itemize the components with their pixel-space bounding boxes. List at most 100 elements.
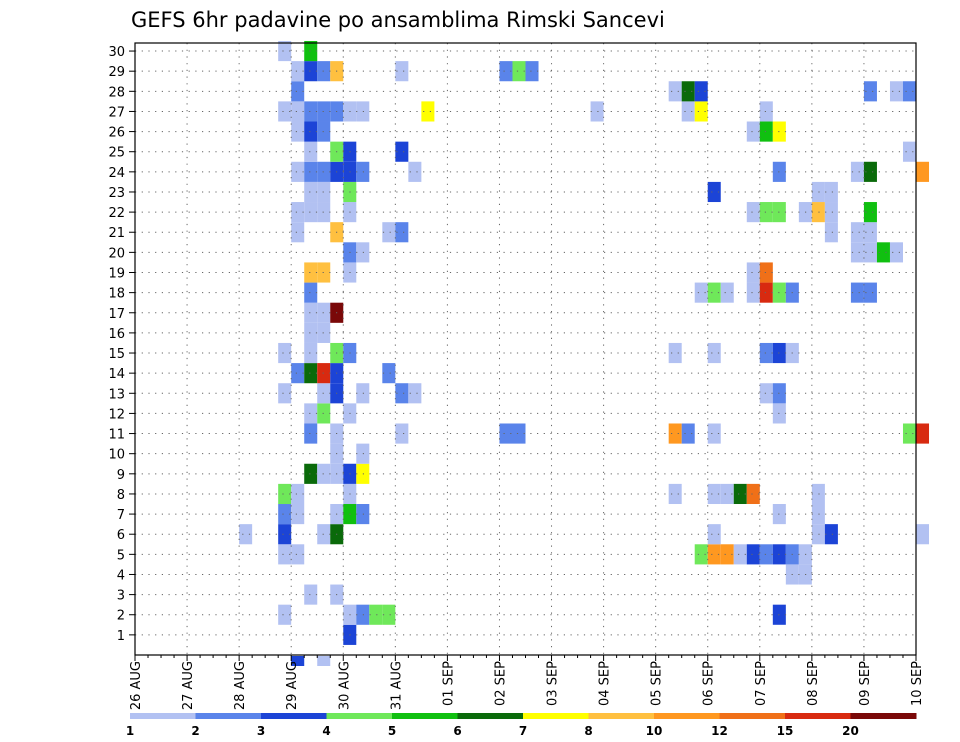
heatmap-cell bbox=[759, 544, 773, 565]
heatmap-cell bbox=[304, 161, 318, 182]
heatmap-cell bbox=[291, 61, 305, 82]
heatmap-cell bbox=[304, 202, 318, 223]
y-tick-label: 30 bbox=[108, 45, 125, 60]
y-tick-label: 26 bbox=[108, 126, 125, 141]
x-tick-label: 07 SEP bbox=[754, 661, 769, 706]
heatmap-cell bbox=[304, 40, 318, 62]
heatmap-cell bbox=[668, 483, 682, 505]
colorbar-swatch bbox=[130, 713, 196, 719]
heatmap-cell bbox=[759, 101, 773, 122]
colorbar-swatch bbox=[392, 713, 458, 719]
y-tick-label: 17 bbox=[108, 307, 125, 322]
heatmap-cell bbox=[356, 443, 370, 464]
heatmap-cell bbox=[291, 656, 305, 666]
x-tick-label: 30 AUG bbox=[337, 661, 352, 710]
x-tick-label: 03 SEP bbox=[546, 661, 561, 706]
heatmap-cell bbox=[408, 161, 422, 182]
colorbar-legend: 1 2 3 4 5 6 7 8 10 12 15 20 bbox=[126, 713, 917, 738]
heatmap-cell bbox=[278, 383, 292, 404]
colorbar-label: 4 bbox=[322, 724, 330, 738]
heatmap-cell bbox=[304, 282, 318, 303]
heatmap-cell bbox=[382, 604, 396, 625]
x-tick-label: 26 AUG bbox=[129, 661, 144, 710]
heatmap-cell bbox=[304, 463, 318, 484]
heatmap-cell bbox=[824, 202, 838, 223]
heatmap-cell bbox=[291, 121, 305, 142]
heatmap-cell bbox=[304, 101, 318, 122]
y-tick-label: 15 bbox=[108, 347, 125, 362]
heatmap-cell bbox=[304, 322, 318, 343]
heatmap-cell bbox=[916, 423, 930, 444]
colorbar-label: 5 bbox=[388, 724, 396, 738]
heatmap-cell bbox=[707, 423, 721, 444]
heatmap-cell bbox=[811, 181, 825, 203]
heatmap-cell bbox=[356, 101, 370, 122]
heatmap-cell bbox=[278, 101, 292, 122]
heatmap-cell bbox=[278, 524, 292, 545]
heatmap-cell bbox=[759, 202, 773, 223]
y-tick-label: 13 bbox=[108, 387, 125, 402]
heatmap-cell bbox=[395, 61, 409, 82]
y-tick-label: 25 bbox=[108, 146, 125, 161]
heatmap-cell bbox=[824, 181, 838, 203]
y-tick-label: 24 bbox=[108, 166, 125, 181]
heatmap-cell bbox=[759, 121, 773, 142]
heatmap-cell bbox=[863, 222, 877, 243]
x-tick-label: 05 SEP bbox=[650, 661, 665, 706]
heatmap-cell bbox=[746, 483, 760, 505]
heatmap-cell bbox=[356, 463, 370, 484]
colorbar-label: 1 bbox=[126, 724, 134, 738]
y-tick-label: 8 bbox=[117, 488, 125, 503]
heatmap-cell bbox=[707, 181, 721, 203]
heatmap-cell bbox=[395, 423, 409, 444]
heatmap-cell bbox=[811, 504, 825, 525]
heatmap-cell bbox=[746, 202, 760, 223]
heatmap-cell bbox=[707, 342, 721, 364]
y-tick-label: 4 bbox=[117, 568, 125, 583]
heatmap-cell bbox=[811, 524, 825, 545]
y-tick-label: 5 bbox=[117, 548, 125, 563]
heatmap-cell bbox=[863, 282, 877, 303]
heatmap-cell bbox=[902, 141, 916, 162]
colorbar-label: 6 bbox=[453, 724, 461, 738]
heatmap-cell bbox=[291, 222, 305, 243]
y-tick-label: 2 bbox=[117, 609, 125, 624]
colorbar-swatch bbox=[195, 713, 262, 719]
x-tick-label: 02 SEP bbox=[493, 661, 508, 706]
heatmap-cell bbox=[720, 544, 734, 565]
y-axis: 1234567891011121314151617181920212223242… bbox=[108, 45, 135, 644]
y-tick-label: 22 bbox=[108, 206, 125, 221]
x-tick-label: 28 AUG bbox=[233, 661, 248, 710]
heatmap-cell bbox=[850, 282, 864, 303]
heatmap-cell bbox=[317, 656, 331, 666]
colorbar-swatch bbox=[261, 713, 327, 719]
colorbar-swatch bbox=[588, 713, 655, 719]
heatmap-cell bbox=[304, 363, 318, 384]
heatmap-cell bbox=[356, 242, 370, 263]
heatmap-cell bbox=[499, 61, 513, 82]
colorbar-swatch bbox=[523, 713, 589, 719]
heatmap-cell bbox=[382, 222, 396, 243]
x-tick-label: 31 AUG bbox=[389, 661, 404, 710]
heatmap-cell bbox=[707, 483, 721, 505]
colorbar-label: 7 bbox=[519, 724, 527, 738]
heatmap-cell bbox=[681, 101, 695, 122]
colorbar-label: 12 bbox=[711, 724, 728, 738]
heatmap-cell bbox=[720, 282, 734, 303]
colorbar-label: 8 bbox=[584, 724, 592, 738]
y-tick-label: 28 bbox=[108, 85, 125, 100]
heatmap-cell bbox=[304, 423, 318, 444]
heatmap-cell bbox=[694, 81, 708, 102]
heatmap-cell bbox=[304, 61, 318, 82]
heatmap-cell bbox=[668, 423, 682, 444]
heatmap-cell bbox=[590, 101, 604, 122]
heatmap-cell bbox=[525, 61, 539, 82]
y-tick-label: 9 bbox=[117, 468, 125, 483]
heatmap-cell bbox=[902, 81, 916, 102]
colorbar-swatch bbox=[785, 713, 851, 719]
heatmap-cell bbox=[395, 383, 409, 404]
colorbar-label: 10 bbox=[646, 724, 663, 738]
heatmap-cell bbox=[746, 544, 760, 565]
heatmap-cell bbox=[916, 161, 930, 182]
